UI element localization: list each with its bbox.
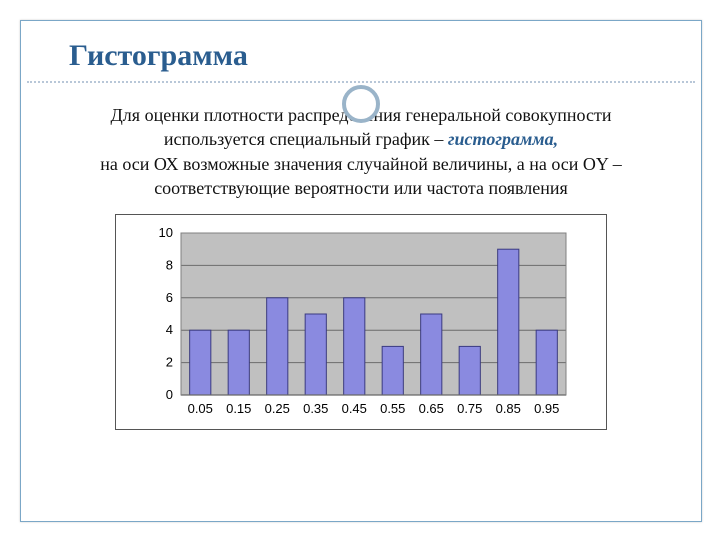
x-tick-label: 0.55 [380, 401, 405, 416]
bar [305, 314, 326, 395]
slide-frame: Гистограмма Для оценки плотности распред… [20, 20, 702, 522]
y-tick-label: 4 [166, 322, 173, 337]
x-tick-label: 0.05 [188, 401, 213, 416]
y-tick-label: 10 [159, 225, 173, 240]
bar [267, 298, 288, 395]
x-tick-label: 0.15 [226, 401, 251, 416]
bar [498, 249, 519, 395]
bar [382, 347, 403, 396]
x-tick-label: 0.45 [342, 401, 367, 416]
bar [190, 330, 211, 395]
ring-icon [342, 85, 380, 123]
x-tick-label: 0.35 [303, 401, 328, 416]
bar [344, 298, 365, 395]
chart-svg: 0 2 4 6 8 10 0.05 0.15 0.25 0.35 0.45 0.55 0.65 0.75 0… [126, 225, 576, 425]
body-line3: на оси ОХ возможные значения случайной в… [100, 154, 622, 174]
y-tick-label: 0 [166, 387, 173, 402]
y-tick-label: 6 [166, 290, 173, 305]
x-tick-label: 0.25 [265, 401, 290, 416]
x-tick-label: 0.75 [457, 401, 482, 416]
histogram-chart: 0 2 4 6 8 10 0.05 0.15 0.25 0.35 0.45 0.55 0.65 0.75 0… [115, 214, 607, 430]
slide-title: Гистограмма [21, 21, 701, 81]
bar [459, 347, 480, 396]
bar [421, 314, 442, 395]
y-tick-label: 8 [166, 258, 173, 273]
x-tick-label: 0.65 [419, 401, 444, 416]
body-line2-pre: используется специальный график – [164, 129, 448, 149]
y-tick-label: 2 [166, 355, 173, 370]
x-tick-label: 0.95 [534, 401, 559, 416]
body-line4: соответствующие вероятности или частота … [154, 178, 568, 198]
x-tick-label: 0.85 [496, 401, 521, 416]
bar [536, 330, 557, 395]
bar [228, 330, 249, 395]
body-line2-em: гистограмма, [448, 129, 558, 149]
